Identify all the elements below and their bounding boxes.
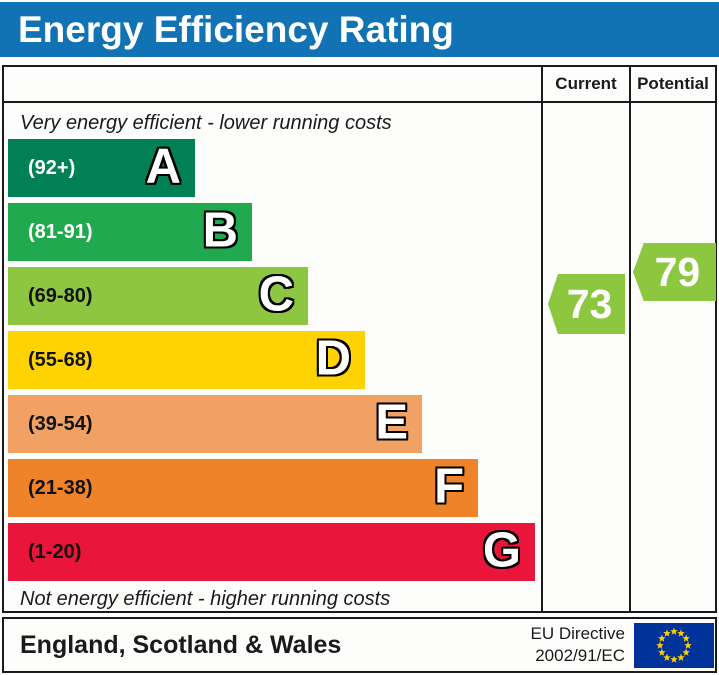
eu-directive-label: EU Directive 2002/91/EC bbox=[530, 624, 625, 665]
band-range-label: (1-20) bbox=[28, 540, 82, 563]
band-chart-area: Very energy efficient - lower running co… bbox=[4, 103, 541, 611]
band-range-label: (81-91) bbox=[28, 220, 93, 243]
band-letter: D bbox=[315, 331, 351, 386]
potential-rating-cell: 79 bbox=[629, 103, 716, 611]
band-C: (69-80) C bbox=[8, 267, 308, 325]
band-letter: G bbox=[482, 523, 521, 578]
eu-flag-icon bbox=[634, 622, 714, 668]
band-E: (39-54) E bbox=[8, 395, 422, 453]
band-range-label: (69-80) bbox=[28, 284, 93, 307]
band-D: (55-68) D bbox=[8, 331, 365, 389]
top-note: Very energy efficient - lower running co… bbox=[20, 112, 392, 134]
current-rating-cell: 73 bbox=[541, 103, 629, 611]
potential-rating-value: 79 bbox=[654, 248, 701, 295]
bottom-note: Not energy efficient - higher running co… bbox=[20, 588, 391, 610]
band-letter: E bbox=[375, 395, 408, 450]
current-rating-arrow: 73 bbox=[548, 274, 625, 334]
region-label: England, Scotland & Wales bbox=[20, 630, 342, 659]
band-B: (81-91) B bbox=[8, 203, 252, 261]
current-column-header: Current bbox=[541, 67, 629, 103]
band-range-label: (21-38) bbox=[28, 476, 93, 499]
band-letter: F bbox=[434, 459, 464, 514]
page-title: Energy Efficiency Rating bbox=[18, 8, 454, 50]
page-title-bar: Energy Efficiency Rating bbox=[0, 2, 719, 57]
band-G: (1-20) G bbox=[8, 523, 535, 581]
band-letter: C bbox=[258, 267, 294, 322]
band-range-label: (39-54) bbox=[28, 412, 93, 435]
rating-table: Current Potential Very energy efficient … bbox=[2, 65, 717, 613]
band-A: (92+) A bbox=[8, 139, 195, 197]
band-range-label: (92+) bbox=[28, 156, 76, 179]
rating-bands: (92+) A (81-91) B (69-80) C (55-68) D (39-54) E (2… bbox=[8, 139, 541, 581]
band-F: (21-38) F bbox=[8, 459, 478, 517]
band-letter: A bbox=[145, 139, 181, 194]
potential-column-header: Potential bbox=[629, 67, 715, 103]
band-letter: B bbox=[202, 203, 238, 258]
current-rating-value: 73 bbox=[566, 280, 613, 327]
footer-bar: England, Scotland & Wales EU Directive 2… bbox=[2, 617, 717, 673]
potential-rating-arrow: 79 bbox=[633, 243, 716, 301]
header-spacer-cell bbox=[4, 67, 541, 103]
band-range-label: (55-68) bbox=[28, 348, 93, 371]
